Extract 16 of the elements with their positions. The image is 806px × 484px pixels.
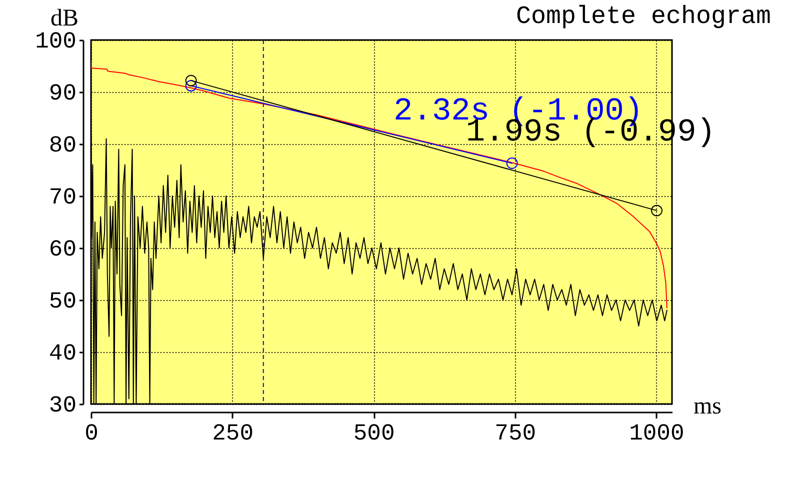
y-tick-label: 60 [48, 236, 76, 262]
y-tick-label: 50 [48, 288, 76, 314]
x-tick-label: 250 [212, 420, 254, 446]
y-tick-label: 90 [48, 80, 76, 106]
x-axis-title: ms [693, 394, 722, 420]
y-tick-label: 70 [48, 184, 76, 210]
x-tick-label: 750 [494, 420, 536, 446]
chart-title: Complete echogram [516, 2, 772, 31]
x-tick-label: 0 [84, 420, 98, 446]
x-tick-label: 1000 [629, 420, 684, 446]
y-axis-title: dB [50, 6, 79, 32]
y-tick-label: 80 [48, 132, 76, 158]
y-tick-label: 30 [48, 392, 76, 418]
y-tick-label: 40 [48, 340, 76, 366]
x-tick-label: 500 [353, 420, 395, 446]
y-tick-label: 100 [35, 28, 76, 54]
